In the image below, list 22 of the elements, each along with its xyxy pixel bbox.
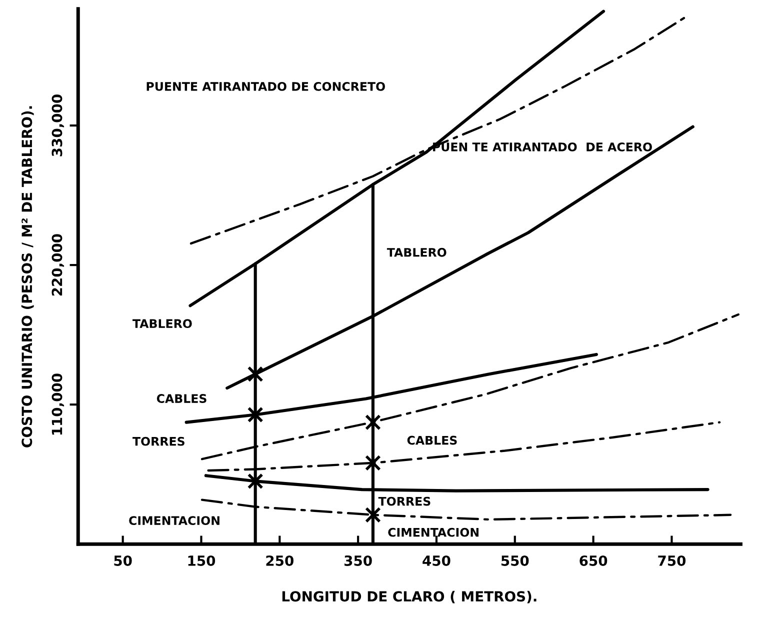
- x-tick-label: 750: [658, 555, 686, 566]
- annotation: CIMENTACION: [388, 528, 478, 537]
- annotation: TABLERO: [386, 248, 446, 257]
- annotation: CIMENTACION: [129, 516, 220, 526]
- x-tick-label: 650: [580, 555, 608, 566]
- annotation: CABLES: [407, 436, 457, 445]
- y-tick-label: 220,000: [52, 234, 64, 296]
- annotation: TORRES: [378, 496, 430, 506]
- x-tick-label: 50: [114, 555, 132, 566]
- annotation: CABLES: [156, 394, 206, 403]
- annotation: PUENTE ATIRANTADO DE CONCRETO: [146, 82, 385, 91]
- x-tick-label: 150: [188, 555, 216, 566]
- annotation: TABLERO: [132, 319, 192, 328]
- annotation: TORRES: [132, 436, 184, 446]
- y-axis-title: COSTO UNITARIO (PESOS / M² DE TABLERO).: [21, 106, 34, 448]
- x-tick-label: 350: [344, 555, 372, 566]
- x-tick-label: 450: [422, 555, 450, 566]
- x-tick-label: 250: [266, 555, 294, 566]
- x-axis-title: LONGITUD DE CLARO ( METROS).: [282, 590, 536, 604]
- x-tick-label: 550: [501, 555, 529, 566]
- y-tick-label: 330,000: [52, 94, 64, 156]
- y-tick-label: 110,000: [52, 374, 64, 435]
